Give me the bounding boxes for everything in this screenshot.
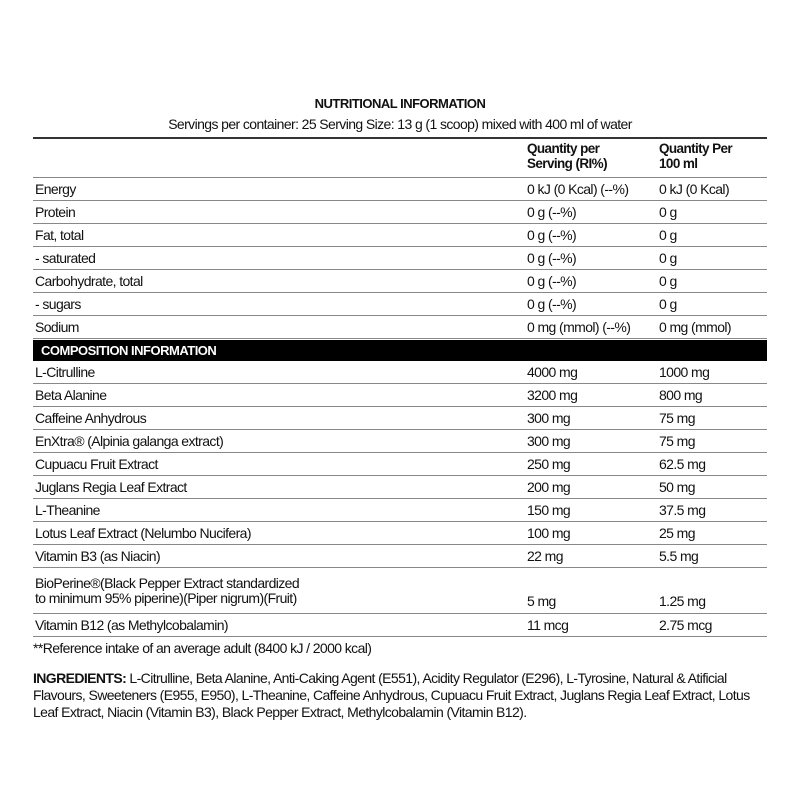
row-per-serving: 3200 mg bbox=[527, 387, 578, 403]
row-name: EnXtra® (Alpinia galanga extract) bbox=[35, 433, 224, 449]
row-name-line: to minimum 95% piperine)(Piper nigrum)(F… bbox=[35, 589, 297, 606]
row-per-100ml: 2.75 mcg bbox=[659, 617, 712, 633]
row-name: Vitamin B3 (as Niacin) bbox=[35, 548, 161, 564]
row-name: Fat, total bbox=[35, 227, 84, 243]
row-per-100ml: 75 mg bbox=[659, 433, 696, 449]
header-per-serving: Quantity per Serving (RI%) bbox=[527, 141, 659, 171]
row-per-serving: 0 g (--%) bbox=[527, 273, 577, 289]
row-per-serving: 5 mg bbox=[527, 593, 556, 609]
row-per-serving: 0 g (--%) bbox=[527, 296, 577, 312]
row-name: Cupuacu Fruit Extract bbox=[35, 456, 158, 472]
table-row: Fat, total 0 g (--%) 0 g bbox=[33, 224, 767, 247]
table-row: - sugars 0 g (--%) 0 g bbox=[33, 293, 767, 316]
table-row: L-Citrulline 4000 mg 1000 mg bbox=[33, 361, 767, 384]
nutrition-table: Quantity per Serving (RI%) Quantity Per 10… bbox=[33, 137, 767, 637]
table-row: Carbohydrate, total 0 g (--%) 0 g bbox=[33, 270, 767, 293]
row-per-100ml: 800 mg bbox=[659, 387, 703, 403]
ingredients: INGREDIENTS: L-Citrulline, Beta Alanine,… bbox=[33, 670, 773, 721]
row-per-100ml: 0 g bbox=[659, 204, 677, 220]
row-per-serving: 100 mg bbox=[527, 525, 571, 541]
row-name: Energy bbox=[35, 181, 76, 197]
row-per-100ml: 1000 mg bbox=[659, 364, 710, 380]
nutrition-rows: Energy 0 kJ (0 Kcal) (--%) 0 kJ (0 Kcal) Pr… bbox=[33, 178, 767, 339]
ingredients-label: INGREDIENTS: bbox=[33, 670, 127, 686]
row-per-100ml: 62.5 mg bbox=[659, 456, 706, 472]
header-line: Quantity Per bbox=[659, 141, 733, 156]
row-per-100ml: 1.25 mg bbox=[659, 593, 706, 609]
row-per-100ml: 37.5 mg bbox=[659, 502, 706, 518]
row-name-line: BioPerine®(Black Pepper Extract standard… bbox=[35, 574, 300, 591]
row-per-100ml: 0 g bbox=[659, 273, 677, 289]
row-per-serving: 200 mg bbox=[527, 479, 571, 495]
row-name: BioPerine®(Black Pepper Extract standard… bbox=[33, 574, 527, 606]
row-per-100ml: 75 mg bbox=[659, 410, 696, 426]
row-per-100ml: 5.5 mg bbox=[659, 548, 699, 564]
table-row: Protein 0 g (--%) 0 g bbox=[33, 201, 767, 224]
row-name: Sodium bbox=[35, 319, 79, 335]
table-row: Vitamin B3 (as Niacin) 22 mg 5.5 mg bbox=[33, 545, 767, 568]
row-name: - saturated bbox=[35, 250, 96, 266]
header-line: Quantity per bbox=[527, 141, 600, 156]
table-row: Lotus Leaf Extract (Nelumbo Nucifera) 100… bbox=[33, 522, 767, 545]
row-per-100ml: 25 mg bbox=[659, 525, 696, 541]
row-per-100ml: 0 mg (mmol) bbox=[659, 319, 732, 335]
table-row: - saturated 0 g (--%) 0 g bbox=[33, 247, 767, 270]
table-row: Cupuacu Fruit Extract 250 mg 62.5 mg bbox=[33, 453, 767, 476]
table-header: Quantity per Serving (RI%) Quantity Per 10… bbox=[33, 139, 767, 178]
row-per-serving: 11 mcg bbox=[527, 617, 569, 633]
composition-rows: L-Citrulline 4000 mg 1000 mg Beta Alanine 32… bbox=[33, 361, 767, 637]
row-name: Beta Alanine bbox=[35, 387, 107, 403]
composition-header: COMPOSITION INFORMATION bbox=[33, 340, 767, 361]
row-per-serving: 150 mg bbox=[527, 502, 571, 518]
table-row: EnXtra® (Alpinia galanga extract) 300 mg 7… bbox=[33, 430, 767, 453]
row-per-serving: 0 g (--%) bbox=[527, 227, 577, 243]
row-per-100ml: 0 kJ (0 Kcal) bbox=[659, 181, 730, 197]
table-row: Energy 0 kJ (0 Kcal) (--%) 0 kJ (0 Kcal) bbox=[33, 178, 767, 201]
table-row: Caffeine Anhydrous 300 mg 75 mg bbox=[33, 407, 767, 430]
table-row: BioPerine®(Black Pepper Extract standard… bbox=[33, 568, 767, 614]
row-per-serving: 250 mg bbox=[527, 456, 571, 472]
label-title: NUTRITIONAL INFORMATION bbox=[314, 96, 486, 111]
serving-info: Servings per container: 25 Serving Size:… bbox=[168, 116, 632, 132]
ingredients-text: L-Citrulline, Beta Alanine, Anti-Caking … bbox=[33, 670, 750, 720]
row-name: L-Citrulline bbox=[35, 364, 95, 380]
row-per-100ml: 0 g bbox=[659, 250, 677, 266]
table-row: Juglans Regia Leaf Extract 200 mg 50 mg bbox=[33, 476, 767, 499]
header-line: Serving (RI%) bbox=[527, 156, 608, 171]
row-name: Juglans Regia Leaf Extract bbox=[35, 479, 187, 495]
row-per-serving: 4000 mg bbox=[527, 364, 578, 380]
row-per-serving: 300 mg bbox=[527, 433, 571, 449]
row-name: Protein bbox=[35, 204, 76, 220]
table-row: Vitamin B12 (as Methylcobalamin) 11 mcg 2.… bbox=[33, 614, 767, 637]
row-per-100ml: 0 g bbox=[659, 227, 677, 243]
row-per-serving: 0 g (--%) bbox=[527, 204, 577, 220]
row-name: L-Theanine bbox=[35, 502, 100, 518]
row-per-100ml: 50 mg bbox=[659, 479, 696, 495]
header-per-100ml: Quantity Per 100 ml bbox=[659, 141, 767, 171]
row-name: - sugars bbox=[35, 296, 81, 312]
header-line: 100 ml bbox=[659, 156, 698, 171]
row-per-100ml: 0 g bbox=[659, 296, 677, 312]
row-name: Caffeine Anhydrous bbox=[35, 410, 147, 426]
row-per-serving: 22 mg bbox=[527, 548, 564, 564]
row-per-serving: 0 g (--%) bbox=[527, 250, 577, 266]
row-per-serving: 300 mg bbox=[527, 410, 571, 426]
row-name: Vitamin B12 (as Methylcobalamin) bbox=[35, 617, 229, 633]
footnote: **Reference intake of an average adult (… bbox=[33, 640, 372, 656]
row-per-serving: 0 mg (mmol) (--%) bbox=[527, 319, 631, 335]
row-name: Carbohydrate, total bbox=[35, 273, 143, 289]
table-row: Beta Alanine 3200 mg 800 mg bbox=[33, 384, 767, 407]
table-row: L-Theanine 150 mg 37.5 mg bbox=[33, 499, 767, 522]
table-row: Sodium 0 mg (mmol) (--%) 0 mg (mmol) bbox=[33, 316, 767, 339]
row-per-serving: 0 kJ (0 Kcal) (--%) bbox=[527, 181, 629, 197]
row-name: Lotus Leaf Extract (Nelumbo Nucifera) bbox=[35, 525, 252, 541]
